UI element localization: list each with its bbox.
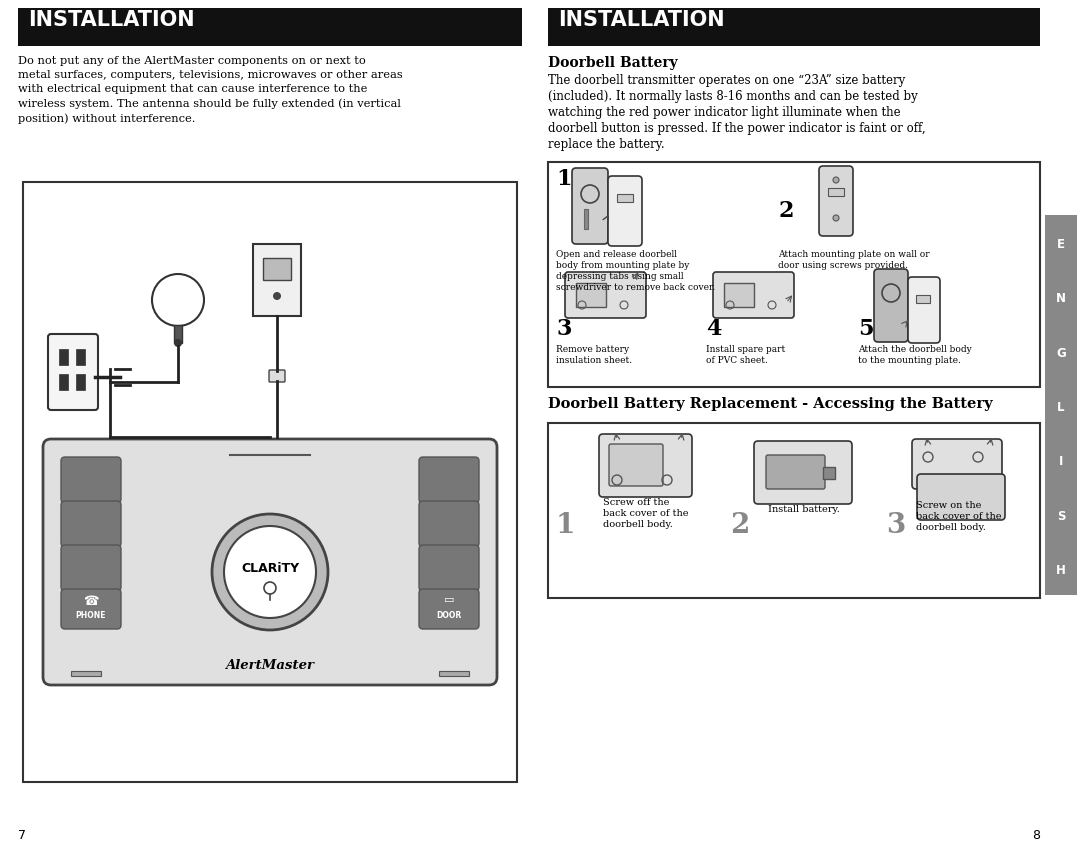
Circle shape (833, 215, 839, 221)
Text: Install spare part
of PVC sheet.: Install spare part of PVC sheet. (706, 345, 785, 365)
Bar (1045, 215, 1077, 595)
Text: 3: 3 (556, 318, 571, 340)
Text: N: N (1056, 292, 1066, 306)
FancyBboxPatch shape (419, 501, 480, 547)
Text: 4: 4 (706, 318, 721, 340)
FancyBboxPatch shape (419, 545, 480, 591)
Circle shape (273, 292, 281, 300)
FancyBboxPatch shape (874, 269, 908, 342)
Bar (59, 374, 68, 390)
Text: CLARiTY: CLARiTY (241, 562, 299, 575)
FancyBboxPatch shape (917, 474, 1005, 520)
Text: Screw off the
back cover of the
doorbell body.: Screw off the back cover of the doorbell… (603, 498, 689, 529)
Text: Doorbell Battery: Doorbell Battery (548, 56, 678, 70)
FancyBboxPatch shape (60, 501, 121, 547)
Circle shape (212, 514, 328, 630)
Text: 2: 2 (730, 512, 750, 539)
FancyBboxPatch shape (819, 166, 853, 236)
Text: E: E (1057, 238, 1065, 251)
FancyBboxPatch shape (269, 370, 285, 382)
FancyBboxPatch shape (599, 434, 692, 497)
Text: 8: 8 (1032, 829, 1040, 842)
Circle shape (174, 339, 183, 347)
Bar (438, 671, 469, 676)
Text: replace the battery.: replace the battery. (548, 138, 664, 151)
Text: PHONE: PHONE (76, 611, 106, 620)
Text: ☎: ☎ (83, 595, 98, 608)
Text: doorbell button is pressed. If the power indicator is faint or off,: doorbell button is pressed. If the power… (548, 122, 926, 135)
Circle shape (224, 526, 316, 618)
Bar (823, 467, 835, 479)
Text: L: L (1057, 401, 1065, 414)
FancyBboxPatch shape (713, 272, 794, 318)
Text: I: I (1058, 455, 1063, 469)
FancyBboxPatch shape (60, 457, 121, 503)
FancyBboxPatch shape (908, 277, 940, 343)
Bar (548, 423, 1040, 598)
FancyBboxPatch shape (754, 441, 852, 504)
Text: DOOR: DOOR (436, 611, 461, 620)
Text: The doorbell transmitter operates on one “23A” size battery: The doorbell transmitter operates on one… (548, 74, 905, 87)
FancyBboxPatch shape (912, 439, 1002, 489)
Bar (174, 325, 183, 343)
Text: 7: 7 (18, 829, 26, 842)
Text: Attach mounting plate on wall or
door using screws provided.: Attach mounting plate on wall or door us… (778, 250, 930, 270)
Bar (76, 349, 85, 365)
Bar (916, 295, 930, 303)
FancyBboxPatch shape (766, 455, 825, 489)
FancyBboxPatch shape (565, 272, 646, 318)
Bar (584, 209, 588, 229)
Text: S: S (1056, 509, 1065, 523)
Circle shape (833, 177, 839, 183)
Text: 2: 2 (778, 200, 794, 222)
Bar (548, 162, 1040, 387)
Bar (18, 8, 522, 46)
Text: G: G (1056, 346, 1066, 360)
Bar (264, 258, 291, 280)
Text: AlertMaster: AlertMaster (226, 659, 314, 672)
Text: watching the red power indicator light illuminate when the: watching the red power indicator light i… (548, 106, 901, 119)
Bar (724, 283, 754, 307)
Bar (828, 188, 843, 196)
Text: Screw on the
back cover of the
doorbell body.: Screw on the back cover of the doorbell … (916, 501, 1001, 532)
Bar (576, 283, 606, 307)
FancyBboxPatch shape (60, 545, 121, 591)
Bar (253, 244, 301, 316)
Text: 1: 1 (556, 168, 571, 190)
Text: Do not put any of the AlertMaster components on or next to
metal surfaces, compu: Do not put any of the AlertMaster compon… (18, 56, 403, 124)
FancyBboxPatch shape (609, 444, 663, 486)
Text: INSTALLATION: INSTALLATION (28, 10, 194, 30)
Bar (548, 8, 1040, 46)
Text: INSTALLATION: INSTALLATION (558, 10, 725, 30)
Text: 3: 3 (886, 512, 905, 539)
Circle shape (152, 274, 204, 326)
Text: Install battery.: Install battery. (768, 505, 840, 514)
Bar (76, 374, 85, 390)
FancyBboxPatch shape (43, 439, 497, 685)
Text: Open and release doorbell
body from mounting plate by
depressing tabs using smal: Open and release doorbell body from moun… (556, 250, 715, 292)
FancyBboxPatch shape (608, 176, 642, 246)
FancyBboxPatch shape (48, 334, 98, 410)
FancyBboxPatch shape (60, 589, 121, 629)
FancyBboxPatch shape (572, 168, 608, 244)
Text: Remove battery
insulation sheet.: Remove battery insulation sheet. (556, 345, 632, 365)
Bar (59, 349, 68, 365)
Bar (71, 671, 102, 676)
Text: Doorbell Battery Replacement - Accessing the Battery: Doorbell Battery Replacement - Accessing… (548, 397, 993, 411)
Bar (617, 194, 633, 202)
Text: Attach the doorbell body
to the mounting plate.: Attach the doorbell body to the mounting… (858, 345, 972, 365)
Bar (23, 182, 517, 782)
Text: ▭: ▭ (444, 595, 455, 605)
Text: 5: 5 (858, 318, 874, 340)
FancyBboxPatch shape (419, 457, 480, 503)
Text: 1: 1 (556, 512, 576, 539)
FancyBboxPatch shape (419, 589, 480, 629)
Text: (included). It normally lasts 8-16 months and can be tested by: (included). It normally lasts 8-16 month… (548, 90, 918, 103)
Text: H: H (1056, 564, 1066, 576)
